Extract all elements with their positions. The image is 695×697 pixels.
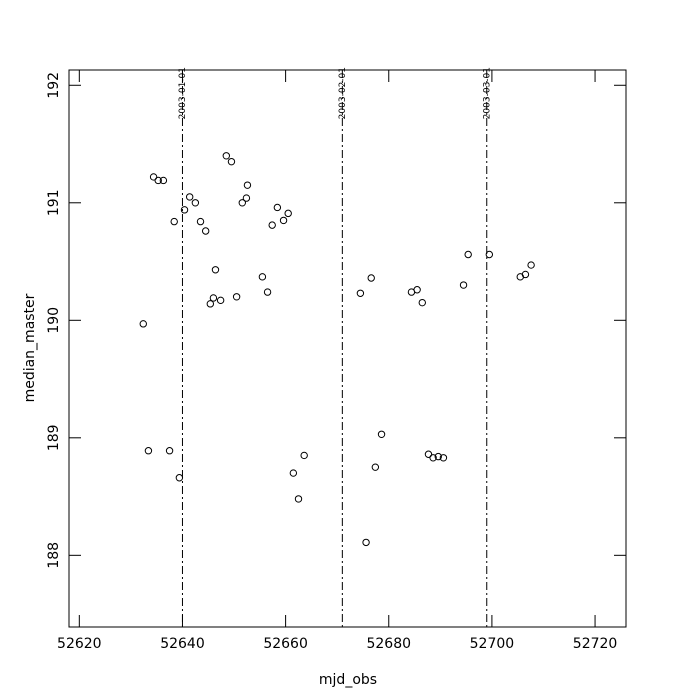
point <box>439 454 448 462</box>
date-label: 2003-02-01 <box>338 67 348 119</box>
point <box>418 298 426 307</box>
y-tick-label: 190 <box>46 307 62 334</box>
x-tick-label: 52660 <box>263 636 308 652</box>
point <box>206 300 215 308</box>
x-tick-label: 52700 <box>470 636 515 652</box>
point <box>434 452 442 461</box>
y-tick-label: 188 <box>46 542 62 569</box>
point <box>268 221 276 229</box>
date-label: 2003-03-01 <box>482 67 492 119</box>
point <box>175 474 184 482</box>
y-axis-label: median_master <box>22 293 38 402</box>
point <box>289 469 298 477</box>
point <box>216 296 225 305</box>
point <box>170 217 178 226</box>
point <box>279 216 288 225</box>
point <box>459 281 468 289</box>
point <box>211 266 220 274</box>
point <box>144 447 153 455</box>
point <box>149 173 158 181</box>
point <box>139 320 147 328</box>
point <box>242 194 251 202</box>
point <box>429 454 437 462</box>
point <box>485 250 494 259</box>
point <box>356 289 365 297</box>
point <box>362 538 370 547</box>
y-tick-label: 192 <box>46 72 62 99</box>
point <box>196 217 205 226</box>
point <box>273 203 282 212</box>
point <box>227 157 236 166</box>
point <box>191 199 200 207</box>
point <box>284 209 292 218</box>
point <box>424 450 433 458</box>
point <box>185 193 194 201</box>
date-label: 2003-01-01 <box>178 67 188 119</box>
point <box>258 273 267 281</box>
point <box>238 199 246 207</box>
point <box>263 288 272 296</box>
point <box>377 430 386 438</box>
x-tick-label: 52620 <box>57 636 102 652</box>
point <box>413 286 421 294</box>
point <box>243 181 252 189</box>
point <box>154 176 162 185</box>
point <box>371 463 380 471</box>
point <box>180 206 189 214</box>
point <box>367 274 375 282</box>
y-tick-label: 191 <box>46 189 62 216</box>
x-tick-label: 52680 <box>366 636 411 652</box>
point <box>209 294 218 302</box>
point <box>159 176 168 185</box>
point <box>232 293 241 301</box>
point <box>201 227 210 235</box>
plot-frame <box>68 69 627 628</box>
x-axis-label: mjd_obs <box>319 672 377 688</box>
point <box>222 152 231 160</box>
point <box>527 261 535 269</box>
x-tick-label: 52640 <box>160 636 205 652</box>
x-tick-label: 52720 <box>573 636 618 652</box>
point <box>300 451 308 460</box>
point <box>294 495 303 503</box>
point <box>464 250 472 259</box>
point <box>521 270 530 279</box>
point <box>165 447 174 455</box>
y-tick-label: 189 <box>46 424 62 451</box>
